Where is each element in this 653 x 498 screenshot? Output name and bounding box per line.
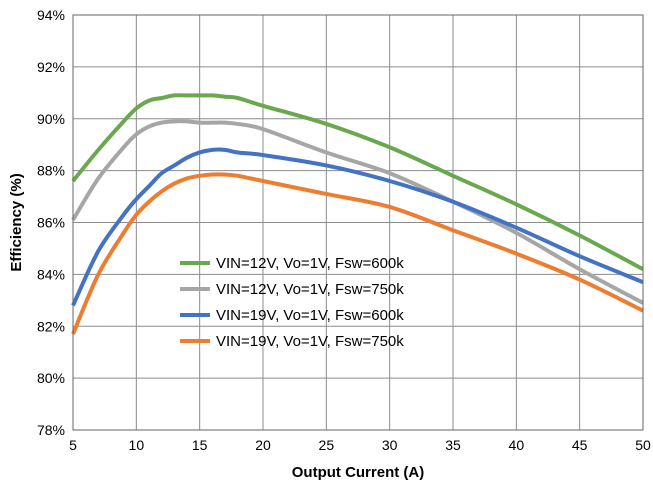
y-axis-tick-labels: 78% 80% 82% 84% 86% 88% 90% 92% 94%	[37, 7, 65, 438]
legend: VIN=12V, Vo=1V, Fsw=600k VIN=12V, Vo=1V, …	[180, 255, 404, 350]
series-line-1	[71, 93, 644, 271]
series-line-2	[71, 119, 644, 305]
y-tick-label: 94%	[37, 7, 65, 23]
series-line-3	[71, 147, 644, 307]
x-axis-tick-labels: 5 10 15 20 25 30 35 40 45 50	[69, 437, 651, 453]
legend-label: VIN=12V, Vo=1V, Fsw=600k	[216, 255, 404, 272]
x-tick-label: 40	[509, 437, 525, 453]
y-tick-label: 92%	[37, 59, 65, 75]
x-tick-label: 30	[382, 437, 398, 453]
x-tick-label: 50	[635, 437, 651, 453]
series-lines	[71, 93, 644, 335]
y-axis-title: Efficiency (%)	[8, 173, 25, 271]
y-tick-label: 78%	[37, 422, 65, 438]
plot-area-border	[72, 14, 644, 431]
y-tick-label: 90%	[37, 111, 65, 127]
y-tick-label: 84%	[37, 266, 65, 282]
legend-label: VIN=12V, Vo=1V, Fsw=750k	[216, 281, 404, 298]
x-axis-title: Output Current (A)	[292, 464, 424, 481]
series-line-4	[71, 172, 644, 335]
x-tick-label: 20	[255, 437, 271, 453]
y-tick-label: 82%	[37, 318, 65, 334]
legend-label: VIN=19V, Vo=1V, Fsw=750k	[216, 333, 404, 350]
y-tick-label: 88%	[37, 163, 65, 179]
legend-label: VIN=19V, Vo=1V, Fsw=600k	[216, 307, 404, 324]
y-tick-label: 86%	[37, 215, 65, 231]
x-tick-label: 45	[572, 437, 588, 453]
x-tick-label: 15	[192, 437, 208, 453]
x-tick-label: 35	[445, 437, 461, 453]
x-tick-label: 25	[319, 437, 335, 453]
x-tick-label: 10	[129, 437, 145, 453]
x-tick-label: 5	[69, 437, 77, 453]
y-tick-label: 80%	[37, 370, 65, 386]
